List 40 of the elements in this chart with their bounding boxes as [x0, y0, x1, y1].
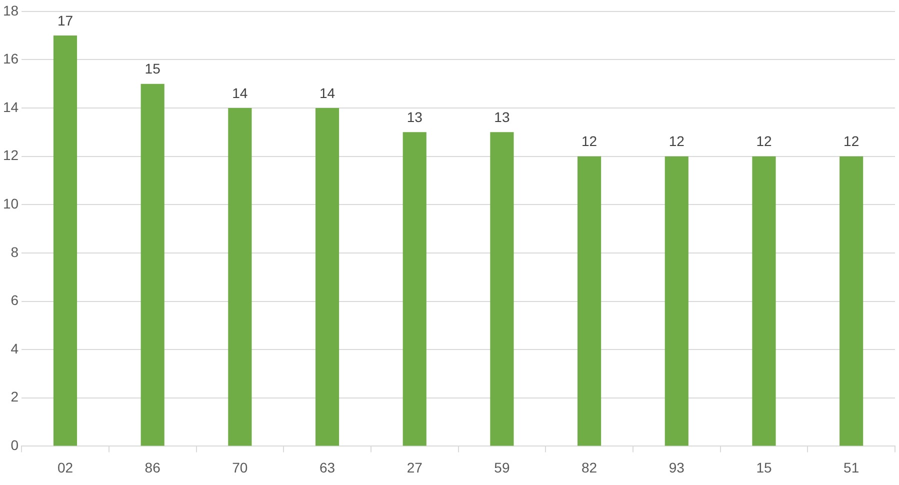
y-tick-label: 14 [2, 98, 19, 115]
x-tick-label: 51 [844, 459, 860, 476]
bar [228, 108, 252, 446]
data-label: 17 [57, 12, 74, 28]
bar [53, 36, 78, 446]
bar [664, 156, 688, 446]
data-label: 13 [406, 109, 423, 126]
y-tick-label: 6 [10, 292, 19, 308]
bar [315, 108, 340, 446]
data-label: 14 [232, 84, 248, 101]
y-tick-label: 10 [2, 196, 19, 212]
bar [140, 84, 164, 446]
y-tick-label: 2 [10, 388, 19, 405]
x-tick-label: 59 [494, 459, 510, 476]
y-tick-label: 18 [2, 2, 19, 18]
y-tick-label: 0 [10, 437, 19, 454]
data-label: 12 [668, 133, 685, 150]
bar [752, 156, 776, 446]
x-tick-label: 82 [582, 459, 598, 476]
data-label: 12 [844, 133, 860, 150]
x-tick-label: 02 [57, 459, 74, 476]
bar [578, 156, 602, 446]
x-tick-label: 27 [406, 459, 423, 476]
data-label: 12 [582, 133, 598, 150]
data-label: 14 [319, 84, 336, 101]
data-label: 15 [144, 60, 161, 77]
y-tick-label: 4 [10, 340, 19, 356]
data-label: 12 [756, 133, 772, 150]
x-tick-label: 86 [144, 459, 161, 476]
x-tick-label: 70 [232, 459, 248, 476]
bar [490, 132, 514, 446]
bar [840, 156, 864, 446]
x-tick-label: 93 [668, 459, 685, 476]
bar [402, 132, 426, 446]
x-tick-label: 15 [756, 459, 772, 476]
y-tick-label: 8 [10, 244, 19, 260]
y-tick-label: 12 [2, 147, 19, 164]
y-tick-label: 16 [2, 50, 19, 67]
data-label: 13 [494, 109, 510, 126]
x-tick-label: 63 [319, 459, 336, 476]
